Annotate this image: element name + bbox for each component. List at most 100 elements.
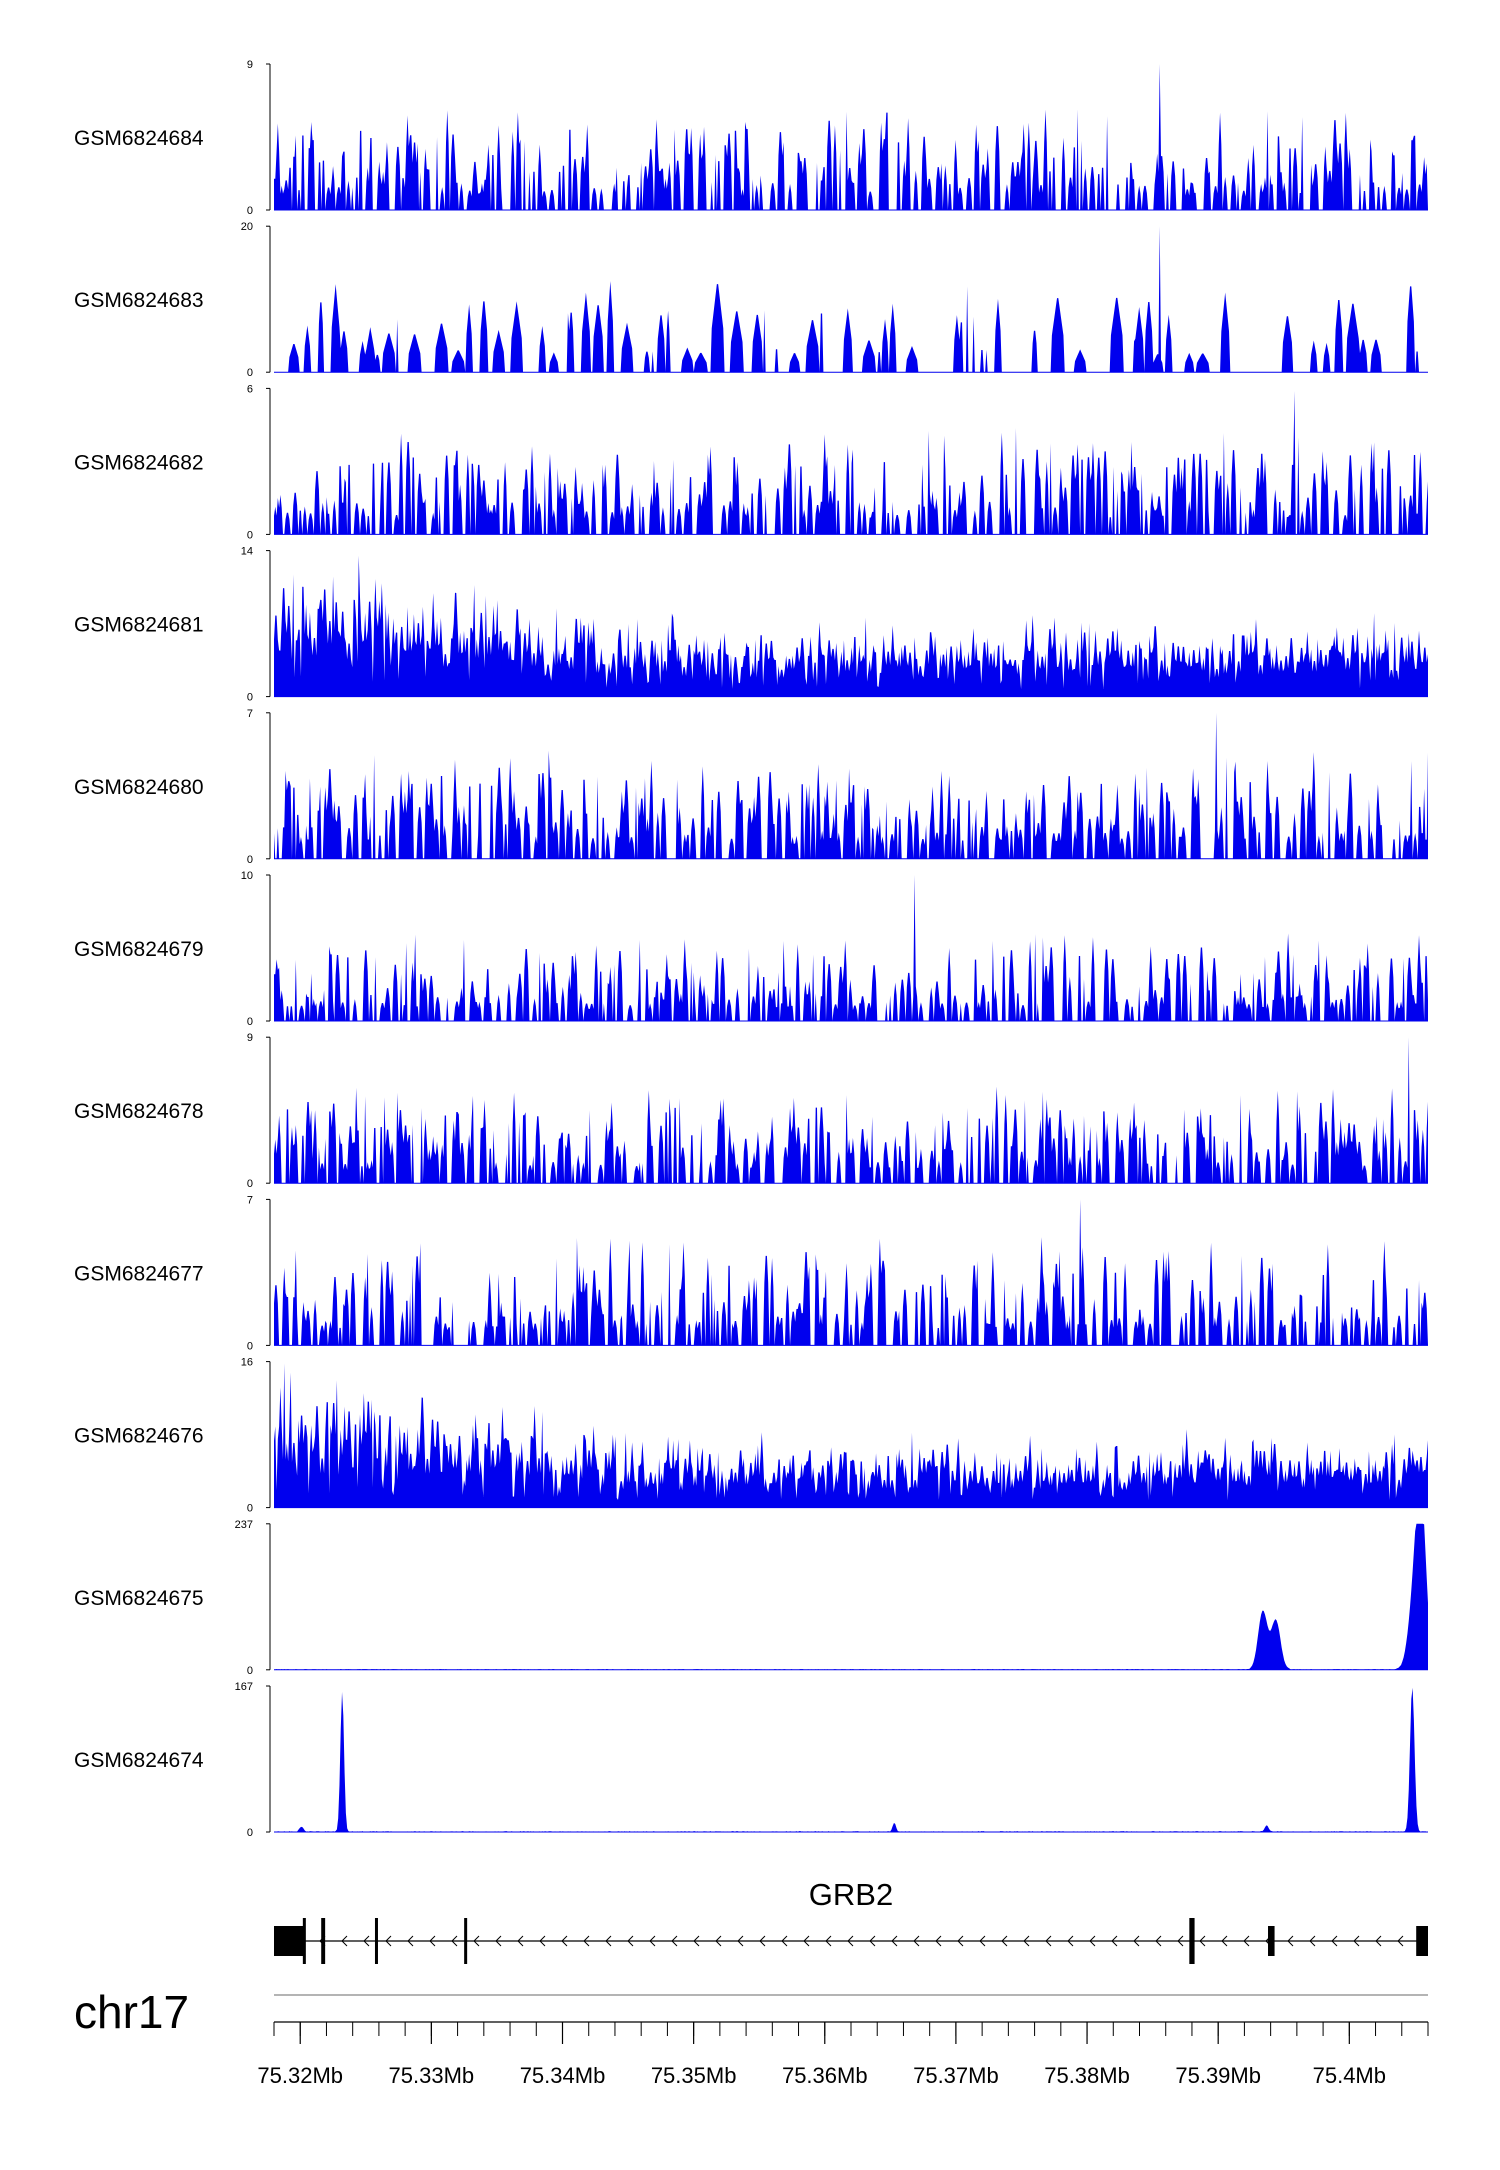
strand-chevron [1045, 1935, 1052, 1947]
gene-exon [274, 1926, 305, 1956]
strand-chevron [671, 1935, 678, 1947]
strand-chevron [913, 1935, 920, 1947]
strand-chevron [715, 1935, 722, 1947]
x-axis-tick-label: 75.35Mb [651, 2063, 737, 2088]
strand-chevron [451, 1935, 458, 1947]
y-axis-max-label: 7 [247, 708, 253, 720]
signal-area [274, 226, 1428, 373]
strand-chevron [847, 1935, 854, 1947]
strand-chevron [979, 1935, 986, 1947]
track-label: GSM6824676 [74, 1425, 204, 1448]
track-GSM6824674: GSM6824674 167 0 [74, 1681, 1428, 1839]
signal-area [274, 875, 1428, 1021]
y-axis-min-label: 0 [247, 692, 253, 704]
chromosome-label: chr17 [74, 1986, 189, 2038]
y-axis-max-label: 10 [241, 870, 253, 882]
strand-chevron [869, 1935, 876, 1947]
strand-chevron [759, 1935, 766, 1947]
strand-chevron [737, 1935, 744, 1947]
track-label: GSM6824674 [74, 1749, 204, 1772]
strand-chevron [1287, 1935, 1294, 1947]
strand-chevron [1067, 1935, 1074, 1947]
strand-chevron [693, 1935, 700, 1947]
strand-chevron [517, 1935, 524, 1947]
gene-exon [464, 1918, 468, 1964]
x-axis-tick-label: 75.37Mb [913, 2063, 999, 2088]
track-label: GSM6824677 [74, 1262, 204, 1285]
y-axis-max-label: 167 [235, 1681, 253, 1693]
y-axis-max-label: 9 [247, 1032, 253, 1044]
strand-chevron [429, 1935, 436, 1947]
signal-area [274, 390, 1428, 535]
x-axis-tick-label: 75.36Mb [782, 2063, 868, 2088]
track-GSM6824682: GSM6824682 6 0 [74, 383, 1428, 541]
y-axis-max-label: 6 [247, 383, 253, 395]
signal-area [274, 1363, 1428, 1508]
signal-area [274, 1199, 1428, 1346]
strand-chevron [957, 1935, 964, 1947]
gene-track: GRB2 [274, 1877, 1428, 1964]
strand-chevron [407, 1935, 414, 1947]
track-label: GSM6824679 [74, 938, 204, 961]
gene-exon [1416, 1926, 1428, 1956]
track-GSM6824678: GSM6824678 9 0 [74, 1032, 1428, 1190]
strand-chevron [1331, 1935, 1338, 1947]
track-GSM6824676: GSM6824676 16 0 [74, 1357, 1428, 1515]
strand-chevron [803, 1935, 810, 1947]
y-axis-max-label: 9 [247, 59, 253, 71]
signal-area [274, 555, 1428, 697]
y-axis-max-label: 20 [241, 221, 253, 233]
strand-chevron [1353, 1935, 1360, 1947]
strand-chevron [605, 1935, 612, 1947]
genome-axis: chr17 75.32Mb 75.33Mb 75.34Mb 75.35Mb 75.36M… [74, 1986, 1429, 2088]
y-axis-max-label: 7 [247, 1194, 253, 1206]
signal-area [274, 1523, 1428, 1670]
strand-chevron [1133, 1935, 1140, 1947]
x-axis-tick-label: 75.4Mb [1313, 2063, 1386, 2088]
x-axis-tick-label: 75.32Mb [257, 2063, 343, 2088]
track-label: GSM6824678 [74, 1100, 204, 1123]
strand-chevron [1001, 1935, 1008, 1947]
gene-exon [302, 1918, 306, 1964]
strand-chevron [561, 1935, 568, 1947]
y-axis-min-label: 0 [247, 1178, 253, 1190]
y-axis-max-label: 237 [235, 1519, 253, 1531]
strand-chevron [363, 1935, 370, 1947]
track-GSM6824679: GSM6824679 10 0 [74, 870, 1428, 1028]
strand-chevron [539, 1935, 546, 1947]
strand-chevron [781, 1935, 788, 1947]
gene-exon [1189, 1918, 1195, 1964]
track-label: GSM6824684 [74, 127, 204, 150]
strand-chevron [583, 1935, 590, 1947]
strand-chevron [825, 1935, 832, 1947]
signal-tracks: GSM682468490GSM6824683200GSM682468260GSM… [74, 59, 1428, 1839]
strand-chevron [1023, 1935, 1030, 1947]
signal-area [274, 712, 1428, 859]
track-label: GSM6824675 [74, 1587, 204, 1610]
x-axis-tick-label: 75.39Mb [1175, 2063, 1261, 2088]
y-axis-max-label: 16 [241, 1357, 253, 1369]
strand-chevron [1111, 1935, 1118, 1947]
track-label: GSM6824681 [74, 614, 204, 637]
strand-chevron [1155, 1935, 1162, 1947]
strand-chevron [649, 1935, 656, 1947]
strand-chevron [1199, 1935, 1206, 1947]
track-label: GSM6824683 [74, 289, 204, 312]
track-GSM6824681: GSM6824681 14 0 [74, 546, 1428, 704]
track-GSM6824680: GSM6824680 7 0 [74, 708, 1428, 866]
y-axis-min-label: 0 [247, 1503, 253, 1515]
x-axis-tick-label: 75.38Mb [1044, 2063, 1130, 2088]
signal-area [274, 1687, 1428, 1832]
track-GSM6824675: GSM6824675 237 0 [74, 1519, 1428, 1677]
strand-chevron [891, 1935, 898, 1947]
strand-chevron [1309, 1935, 1316, 1947]
y-axis-min-label: 0 [247, 1340, 253, 1352]
strand-chevron [1177, 1935, 1184, 1947]
y-axis-max-label: 14 [241, 546, 253, 558]
signal-area [274, 1037, 1428, 1184]
y-axis-min-label: 0 [247, 1665, 253, 1677]
signal-area [274, 64, 1428, 210]
strand-chevron [935, 1935, 942, 1947]
strand-chevron [1089, 1935, 1096, 1947]
